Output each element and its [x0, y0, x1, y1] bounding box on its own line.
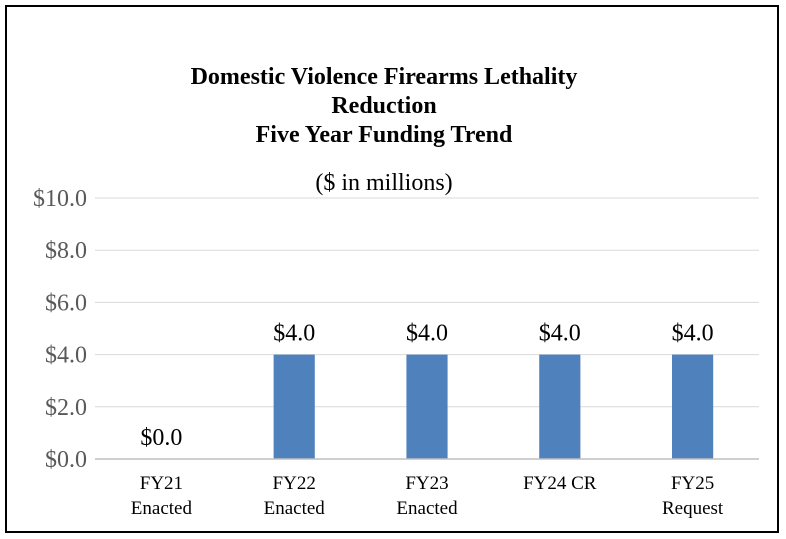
x-tick-label: Enacted [264, 498, 326, 519]
x-tick-label: FY21 [140, 473, 183, 494]
bar [672, 354, 714, 459]
data-label: $4.0 [539, 321, 581, 347]
bar [406, 354, 448, 459]
bar [539, 354, 581, 459]
x-tick-label: FY22 [273, 473, 316, 494]
data-labels: $0.0 $4.0 $4.0 $4.0 $4.0 [140, 321, 713, 451]
data-label: $4.0 [672, 321, 714, 347]
chart-title-line: Reduction [331, 93, 436, 119]
x-tick-label: Enacted [131, 498, 193, 519]
chart-subtitle: ($ in millions) [315, 170, 452, 196]
y-tick-label: $0.0 [45, 447, 87, 473]
y-tick-label: $8.0 [45, 238, 87, 264]
chart-svg: Domestic Violence Firearms Lethality Redu… [33, 64, 759, 519]
chart-title: Domestic Violence Firearms Lethality Redu… [191, 64, 578, 148]
data-label: $4.0 [273, 321, 315, 347]
bar [273, 354, 315, 459]
data-label: $4.0 [406, 321, 448, 347]
x-tick-label: FY24 CR [523, 473, 597, 494]
bars [273, 354, 714, 459]
data-label: $0.0 [140, 425, 182, 451]
y-tick-label: $2.0 [45, 395, 87, 421]
x-tick-label: FY25 [671, 473, 714, 494]
chart-title-line: Domestic Violence Firearms Lethality [191, 64, 578, 90]
gridlines [95, 197, 759, 408]
chart-frame: Domestic Violence Firearms Lethality Redu… [5, 5, 779, 533]
y-tick-label: $10.0 [33, 186, 87, 212]
y-tick-label: $6.0 [45, 290, 87, 316]
x-tick-label: FY23 [405, 473, 448, 494]
x-axis-ticks: FY21 Enacted FY22 Enacted FY23 Enacted FY24 CR… [131, 473, 724, 519]
chart-title-line: Five Year Funding Trend [256, 122, 513, 148]
y-tick-label: $4.0 [45, 343, 87, 369]
y-axis-ticks: $0.0 $2.0 $4.0 $6.0 $8.0 $10.0 [33, 186, 87, 473]
x-tick-label: Request [662, 498, 724, 519]
x-tick-label: Enacted [396, 498, 458, 519]
